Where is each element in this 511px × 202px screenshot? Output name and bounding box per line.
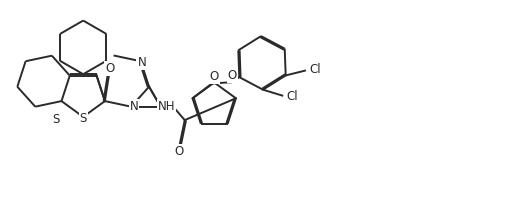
Text: O: O xyxy=(210,69,219,83)
Text: S: S xyxy=(80,112,87,125)
Text: O: O xyxy=(174,145,183,158)
Text: N: N xyxy=(137,56,146,69)
Text: Cl: Cl xyxy=(309,63,321,76)
Text: O: O xyxy=(105,62,114,75)
Text: O: O xyxy=(227,69,237,82)
Text: N: N xyxy=(130,100,138,113)
Text: S: S xyxy=(53,113,60,126)
Text: Cl: Cl xyxy=(286,90,298,103)
Text: NH: NH xyxy=(158,100,175,113)
